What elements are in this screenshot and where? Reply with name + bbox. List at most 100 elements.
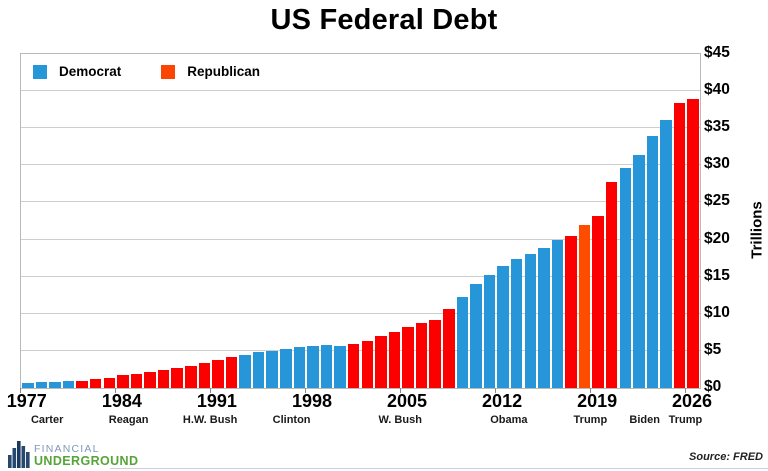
year-label-2026: 2026 — [671, 391, 713, 411]
gridline-25 — [21, 201, 700, 203]
year-label-2012: 2012 — [482, 391, 523, 411]
bar-1992 — [225, 356, 238, 388]
bar-1981 — [76, 380, 88, 388]
bar-1977 — [22, 382, 34, 388]
bar-2019 — [592, 215, 604, 388]
y-tick-40: $40 — [704, 81, 730, 99]
bar-1999 — [320, 344, 333, 388]
bar-2003 — [375, 336, 387, 388]
year-label-2005: 2005 — [386, 391, 428, 411]
president-label-trump-8: Trump — [668, 414, 703, 426]
year-label-1977: 1977 — [6, 391, 47, 411]
financial-underground-logo: FINANCIAL UNDERGROUND — [8, 440, 138, 468]
bar-2010 — [470, 284, 482, 388]
bar-2014 — [524, 253, 536, 388]
logo-underground: UNDERGROUND — [34, 453, 139, 468]
bar-1987 — [157, 370, 170, 388]
bar-2004 — [388, 331, 401, 388]
president-label-h-w-bush-2: H.W. Bush — [182, 414, 238, 426]
x-tick-2019 — [590, 388, 592, 393]
bar-1986 — [144, 371, 156, 388]
president-label-clinton-3: Clinton — [272, 414, 311, 426]
bar-1983 — [103, 377, 116, 388]
y-tick-45: $45 — [704, 44, 730, 61]
source-credit: Source: FRED — [689, 451, 763, 463]
bar-1998 — [307, 346, 319, 388]
bar-1978 — [35, 382, 48, 388]
bar-2016 — [551, 239, 564, 388]
bar-2001 — [347, 344, 360, 388]
president-label-obama-5: Obama — [490, 414, 528, 426]
bar-1980 — [62, 381, 75, 388]
bar-2015 — [538, 247, 550, 388]
democrat-label: Democrat — [59, 64, 122, 79]
y-tick-15: $15 — [704, 266, 730, 284]
x-tick-1977 — [20, 388, 21, 393]
bar-1997 — [293, 347, 306, 388]
y-tick-35: $35 — [704, 118, 730, 136]
year-label-1984: 1984 — [101, 391, 142, 411]
bar-1982 — [89, 379, 102, 388]
bar-1988 — [171, 367, 183, 388]
bar-1994 — [252, 352, 265, 388]
plot-area — [20, 53, 701, 389]
y-axis-unit-label: Trillions — [748, 201, 766, 259]
president-label-w-bush-4: W. Bush — [378, 414, 422, 426]
y-tick-10: $10 — [704, 303, 730, 321]
bar-1996 — [280, 348, 292, 388]
bar-1985 — [130, 373, 143, 388]
logo-text: FINANCIAL UNDERGROUND — [34, 442, 139, 468]
bar-1993 — [239, 354, 251, 388]
gridline-35 — [21, 127, 700, 129]
bar-2017 — [565, 235, 577, 388]
bar-2023 — [646, 135, 659, 388]
bar-2024 — [660, 120, 672, 388]
bar-2006 — [415, 323, 428, 388]
gridline-5 — [21, 349, 700, 351]
x-tick-1991 — [210, 388, 212, 393]
bar-2008 — [443, 308, 455, 388]
democrat-swatch — [33, 64, 47, 79]
bar-2018 — [578, 224, 591, 388]
footer-divider — [110, 468, 768, 469]
bar-2011 — [483, 275, 496, 388]
bar-1984 — [117, 375, 129, 388]
y-tick-25: $25 — [704, 192, 730, 210]
x-tick-2005 — [400, 388, 402, 393]
president-label-trump-6: Trump — [573, 414, 608, 426]
gridline-15 — [21, 275, 700, 277]
y-tick-5: $5 — [704, 340, 722, 358]
bar-2009 — [456, 296, 469, 388]
republican-label: Republican — [187, 64, 261, 79]
x-tick-1998 — [305, 388, 307, 393]
bar-2013 — [510, 258, 523, 388]
president-label-carter-0: Carter — [30, 414, 64, 426]
x-tick-1984 — [115, 388, 117, 393]
x-tick-2026 — [685, 388, 687, 393]
gridline-20 — [21, 238, 700, 240]
republican-swatch — [161, 64, 176, 79]
skyline-icon — [8, 441, 30, 468]
bar-2026 — [687, 99, 699, 388]
y-tick-30: $30 — [704, 155, 730, 173]
bar-2007 — [429, 319, 441, 388]
bar-1991 — [212, 359, 224, 388]
bar-2002 — [361, 340, 374, 388]
year-label-1991: 1991 — [196, 391, 237, 411]
y-tick-0: $0 — [704, 378, 722, 395]
president-label-biden-7: Biden — [629, 414, 660, 426]
bar-2000 — [334, 345, 346, 388]
logo-financial: FINANCIAL — [34, 442, 100, 455]
bar-1989 — [185, 365, 197, 388]
bar-2005 — [402, 327, 414, 388]
bar-2020 — [605, 182, 618, 388]
chart-title: US Federal Debt — [270, 4, 498, 36]
bar-2025 — [673, 103, 686, 388]
bar-1990 — [198, 362, 211, 388]
president-label-reagan-1: Reagan — [108, 414, 149, 426]
year-label-1998: 1998 — [291, 391, 332, 411]
year-label-2019: 2019 — [577, 391, 618, 411]
x-tick-2012 — [495, 388, 497, 393]
bar-1979 — [49, 382, 61, 388]
